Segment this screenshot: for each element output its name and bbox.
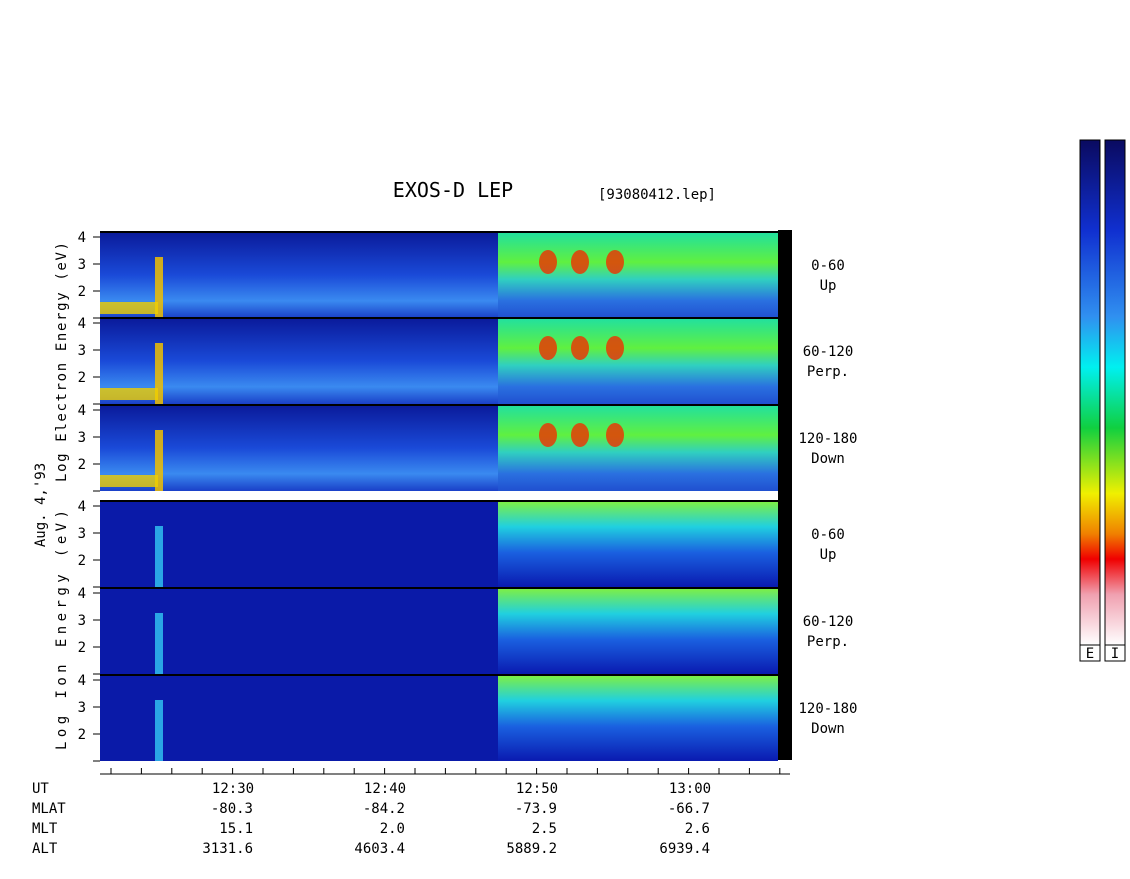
y-tick-label: 2	[78, 640, 86, 656]
hotspot	[571, 423, 589, 447]
y-tick-label: 4	[78, 673, 86, 689]
orbit-value: 6939.4	[659, 841, 710, 857]
angle-label: 120-180	[798, 431, 857, 447]
y-tick-label: 4	[78, 316, 86, 332]
y-tick-label: 3	[78, 526, 86, 542]
orbit-value: -84.2	[363, 801, 405, 817]
y-tick-label: 3	[78, 700, 86, 716]
colorbar-i	[1104, 139, 1126, 646]
orbit-value: -73.9	[515, 801, 557, 817]
hotspot	[606, 250, 624, 274]
orbit-value: -66.7	[668, 801, 710, 817]
y-tick-label: 2	[78, 284, 86, 300]
hotspot	[539, 250, 557, 274]
burst	[155, 700, 163, 761]
spectrogram-right	[498, 675, 778, 761]
spectrogram-right	[498, 318, 778, 404]
time-label: 13:00	[669, 781, 711, 797]
y-tick-label: 2	[78, 553, 86, 569]
burst	[155, 430, 163, 491]
direction-label: Perp.	[807, 364, 849, 380]
orbit-value: -80.3	[211, 801, 253, 817]
orbit-value: 3131.6	[202, 841, 253, 857]
time-label: 12:30	[212, 781, 254, 797]
spectrogram-right	[498, 501, 778, 587]
spectrogram-right	[498, 588, 778, 674]
row-label: MLAT	[32, 801, 66, 817]
title: EXOS-D LEP	[393, 178, 513, 202]
colorbar-label: I	[1111, 646, 1119, 662]
low-band	[100, 388, 158, 400]
burst	[155, 343, 163, 404]
spectrogram-left	[100, 318, 498, 404]
colorbar-label: E	[1086, 646, 1094, 662]
electron-axis-label: Log Electron Energy (eV)	[54, 242, 70, 482]
burst	[155, 613, 163, 674]
spectrogram-left	[100, 232, 498, 318]
direction-label: Up	[820, 547, 837, 563]
direction-label: Down	[811, 451, 845, 467]
row-label: MLT	[32, 821, 58, 837]
spectrogram-left	[100, 405, 498, 491]
y-tick-label: 3	[78, 257, 86, 273]
direction-label: Up	[820, 278, 837, 294]
angle-label: 60-120	[803, 344, 854, 360]
colorbar-box	[1104, 644, 1126, 662]
time-label: 12:50	[516, 781, 558, 797]
orbit-value: 15.1	[219, 821, 253, 837]
row-label: UT	[32, 781, 49, 797]
date-label: Aug. 4,'93	[33, 463, 49, 547]
hotspot	[571, 336, 589, 360]
y-tick-label: 4	[78, 403, 86, 419]
direction-label: Down	[811, 721, 845, 737]
orbit-value: 2.0	[380, 821, 405, 837]
ion-axis-label: Log Ion Energy (eV)	[54, 510, 70, 750]
angle-label: 0-60	[811, 527, 845, 543]
spectrogram-right	[498, 232, 778, 318]
orbit-value: 4603.4	[354, 841, 405, 857]
y-tick-label: 3	[78, 613, 86, 629]
direction-label: Perp.	[807, 634, 849, 650]
y-tick-label: 2	[78, 457, 86, 473]
hotspot	[539, 336, 557, 360]
y-tick-label: 4	[78, 230, 86, 246]
hotspot	[571, 250, 589, 274]
colorbar-e	[1079, 139, 1101, 646]
file-name: [93080412.lep]	[598, 187, 716, 203]
spectrogram-left	[100, 501, 498, 587]
burst	[155, 526, 163, 587]
orbit-value: 5889.2	[506, 841, 557, 857]
angle-label: 60-120	[803, 614, 854, 630]
y-tick-label: 3	[78, 343, 86, 359]
low-band	[100, 475, 158, 487]
burst	[155, 257, 163, 318]
angle-label: 0-60	[811, 258, 845, 274]
hotspot	[606, 423, 624, 447]
y-tick-label: 2	[78, 727, 86, 743]
orbit-value: 2.5	[532, 821, 557, 837]
y-tick-label: 4	[78, 499, 86, 515]
row-label: ALT	[32, 841, 58, 857]
angle-label: 120-180	[798, 701, 857, 717]
time-label: 12:40	[364, 781, 406, 797]
y-tick-label: 4	[78, 586, 86, 602]
hotspot	[539, 423, 557, 447]
hotspot	[606, 336, 624, 360]
black-strip	[778, 230, 792, 760]
orbit-value: 2.6	[685, 821, 710, 837]
y-tick-label: 2	[78, 370, 86, 386]
y-tick-label: 3	[78, 430, 86, 446]
spectrogram-left	[100, 675, 498, 761]
low-band	[100, 302, 158, 314]
spectrogram-right	[498, 405, 778, 491]
colorbar-box	[1079, 644, 1101, 662]
spectrogram-left	[100, 588, 498, 674]
